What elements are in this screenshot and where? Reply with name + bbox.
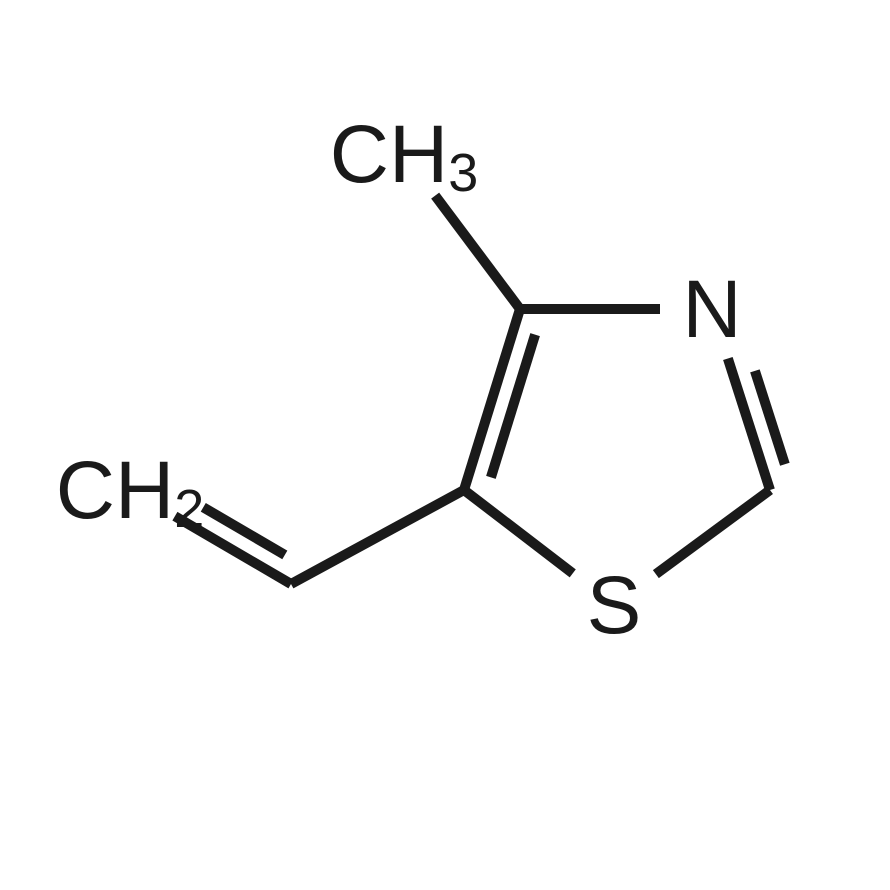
molecule-diagram: NSCH3CH2 [0,0,890,890]
atom-label-s: S [587,560,642,651]
atom-label-main: CH [56,445,174,536]
atom-label-main: CH [330,109,448,200]
atom-label-sub: 2 [174,479,204,539]
atom-label-main: N [682,264,741,355]
atom-label-main: S [587,560,642,651]
atom-label-n: N [682,264,741,355]
atom-label-sub: 3 [448,143,478,203]
